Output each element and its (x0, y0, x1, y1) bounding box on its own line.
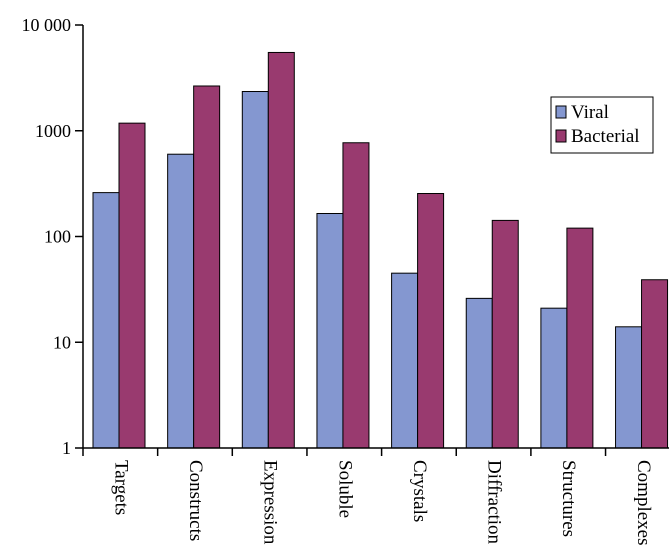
bar-viral-complexes (615, 326, 643, 449)
bar-bacterial-expression (267, 51, 295, 449)
bar-viral-constructs (167, 153, 195, 449)
legend: Viral Bacterial (550, 96, 654, 154)
legend-swatch-viral (555, 105, 567, 119)
x-tick-label-constructs: Constructs (185, 460, 206, 541)
y-tick-label: 1000 (35, 121, 71, 141)
bar-bacterial-targets (118, 122, 146, 449)
bar-viral-diffraction (465, 297, 493, 449)
legend-swatch-bacterial (555, 129, 567, 143)
bars-layer (92, 51, 669, 449)
y-tick-label: 100 (44, 227, 71, 247)
axes-layer: 1 10 100 1000 10 000 Targets Constructs Express… (22, 15, 669, 546)
x-tick-label-structures: Structures (558, 460, 579, 537)
bar-bacterial-constructs (193, 85, 221, 449)
bar-viral-expression (241, 91, 269, 449)
x-tick-label-crystals: Crystals (409, 460, 430, 522)
y-tick-label: 10 (53, 332, 71, 352)
x-tick-label-targets: Targets (110, 460, 131, 515)
x-tick-label-expression: Expression (260, 460, 281, 545)
legend-box (550, 96, 654, 154)
bar-viral-crystals (391, 272, 419, 449)
bar-viral-targets (92, 192, 120, 449)
bar-bacterial-diffraction (491, 219, 519, 449)
bar-bacterial-structures (566, 227, 594, 449)
x-tick-label-complexes: Complexes (633, 460, 654, 546)
bar-bacterial-crystals (417, 193, 445, 449)
x-tick-label-diffraction: Diffraction (484, 460, 505, 545)
bar-viral-soluble (316, 213, 344, 449)
bar-bacterial-soluble (342, 142, 370, 449)
y-tick-label: 1 (62, 438, 71, 458)
bar-bacterial-complexes (641, 279, 669, 449)
legend-label-bacterial: Bacterial (571, 126, 640, 147)
bar-viral-structures (540, 307, 568, 449)
y-tick-label: 10 000 (22, 15, 72, 35)
legend-label-viral: Viral (571, 102, 609, 123)
x-tick-label-soluble: Soluble (334, 460, 355, 518)
